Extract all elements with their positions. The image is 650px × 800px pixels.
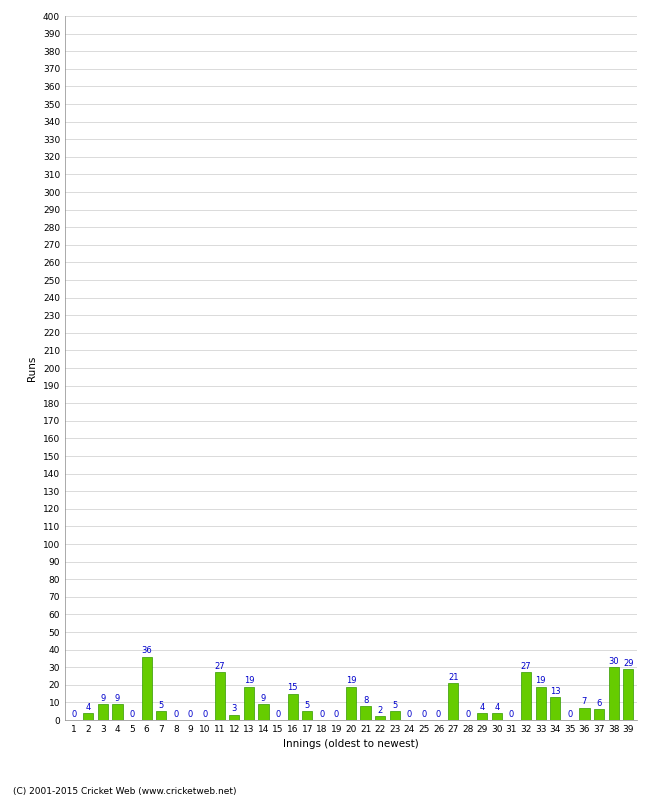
- Bar: [550, 697, 560, 720]
- Bar: [375, 717, 385, 720]
- Text: 4: 4: [494, 702, 500, 711]
- Y-axis label: Runs: Runs: [27, 355, 37, 381]
- Text: 9: 9: [115, 694, 120, 702]
- Bar: [83, 713, 94, 720]
- Bar: [98, 704, 108, 720]
- Bar: [361, 706, 370, 720]
- X-axis label: Innings (oldest to newest): Innings (oldest to newest): [283, 739, 419, 750]
- Text: 6: 6: [596, 699, 602, 708]
- Text: (C) 2001-2015 Cricket Web (www.cricketweb.net): (C) 2001-2015 Cricket Web (www.cricketwe…: [13, 787, 237, 796]
- Bar: [346, 686, 356, 720]
- Bar: [521, 673, 531, 720]
- Text: 0: 0: [319, 710, 324, 718]
- Bar: [156, 711, 166, 720]
- Text: 0: 0: [509, 710, 514, 718]
- Text: 21: 21: [448, 673, 458, 682]
- Text: 0: 0: [567, 710, 573, 718]
- Text: 0: 0: [407, 710, 412, 718]
- Bar: [492, 713, 502, 720]
- Text: 15: 15: [287, 683, 298, 692]
- Text: 0: 0: [276, 710, 281, 718]
- Bar: [287, 694, 298, 720]
- Text: 0: 0: [202, 710, 208, 718]
- Bar: [579, 708, 590, 720]
- Text: 4: 4: [86, 702, 91, 711]
- Text: 27: 27: [521, 662, 532, 671]
- Bar: [594, 710, 604, 720]
- Text: 29: 29: [623, 658, 634, 667]
- Text: 30: 30: [608, 657, 619, 666]
- Text: 0: 0: [188, 710, 193, 718]
- Text: 9: 9: [100, 694, 105, 702]
- Text: 0: 0: [334, 710, 339, 718]
- Bar: [142, 657, 152, 720]
- Text: 19: 19: [536, 676, 546, 685]
- Text: 0: 0: [436, 710, 441, 718]
- Text: 36: 36: [141, 646, 152, 655]
- Text: 0: 0: [465, 710, 471, 718]
- Text: 0: 0: [71, 710, 77, 718]
- Text: 19: 19: [346, 676, 356, 685]
- Text: 9: 9: [261, 694, 266, 702]
- Bar: [214, 673, 225, 720]
- Text: 7: 7: [582, 698, 587, 706]
- Bar: [623, 669, 633, 720]
- Bar: [608, 667, 619, 720]
- Text: 0: 0: [174, 710, 179, 718]
- Bar: [258, 704, 268, 720]
- Text: 3: 3: [231, 704, 237, 714]
- Text: 4: 4: [480, 702, 485, 711]
- Text: 5: 5: [305, 701, 310, 710]
- Bar: [229, 714, 239, 720]
- Bar: [536, 686, 546, 720]
- Text: 0: 0: [421, 710, 426, 718]
- Text: 0: 0: [129, 710, 135, 718]
- Text: 8: 8: [363, 695, 369, 705]
- Bar: [302, 711, 313, 720]
- Bar: [448, 683, 458, 720]
- Text: 13: 13: [550, 686, 560, 696]
- Text: 27: 27: [214, 662, 225, 671]
- Bar: [112, 704, 123, 720]
- Text: 2: 2: [378, 706, 383, 715]
- Bar: [244, 686, 254, 720]
- Bar: [477, 713, 488, 720]
- Text: 5: 5: [159, 701, 164, 710]
- Text: 5: 5: [392, 701, 397, 710]
- Bar: [389, 711, 400, 720]
- Text: 19: 19: [244, 676, 254, 685]
